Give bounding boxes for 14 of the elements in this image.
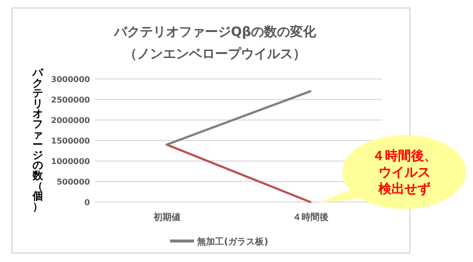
y-tick-label: 500000 xyxy=(56,178,90,186)
y-tick-label: 2000000 xyxy=(51,116,90,125)
y-tick-label: 3000000 xyxy=(51,75,90,84)
y-tick-label: 1000000 xyxy=(51,157,90,166)
chart-subtitle: （ノンエンベロープウイルス） xyxy=(124,46,306,62)
legend-label: 無加工(ガラス板) xyxy=(196,236,268,248)
y-tick-label: 1500000 xyxy=(51,136,90,146)
y-tick-label: 0 xyxy=(84,198,90,207)
y-tick-label: 2500000 xyxy=(51,96,90,104)
chart-title: バクテリオファージQβの数の変化 xyxy=(112,24,318,40)
x-tick-label: 初期値 xyxy=(152,212,180,223)
text: バクテリオファージの数（個） xyxy=(32,67,44,213)
x-tick-label: ４時間後 xyxy=(292,212,330,223)
annotation: ４時間後、ウイルス検出せず xyxy=(372,148,437,197)
